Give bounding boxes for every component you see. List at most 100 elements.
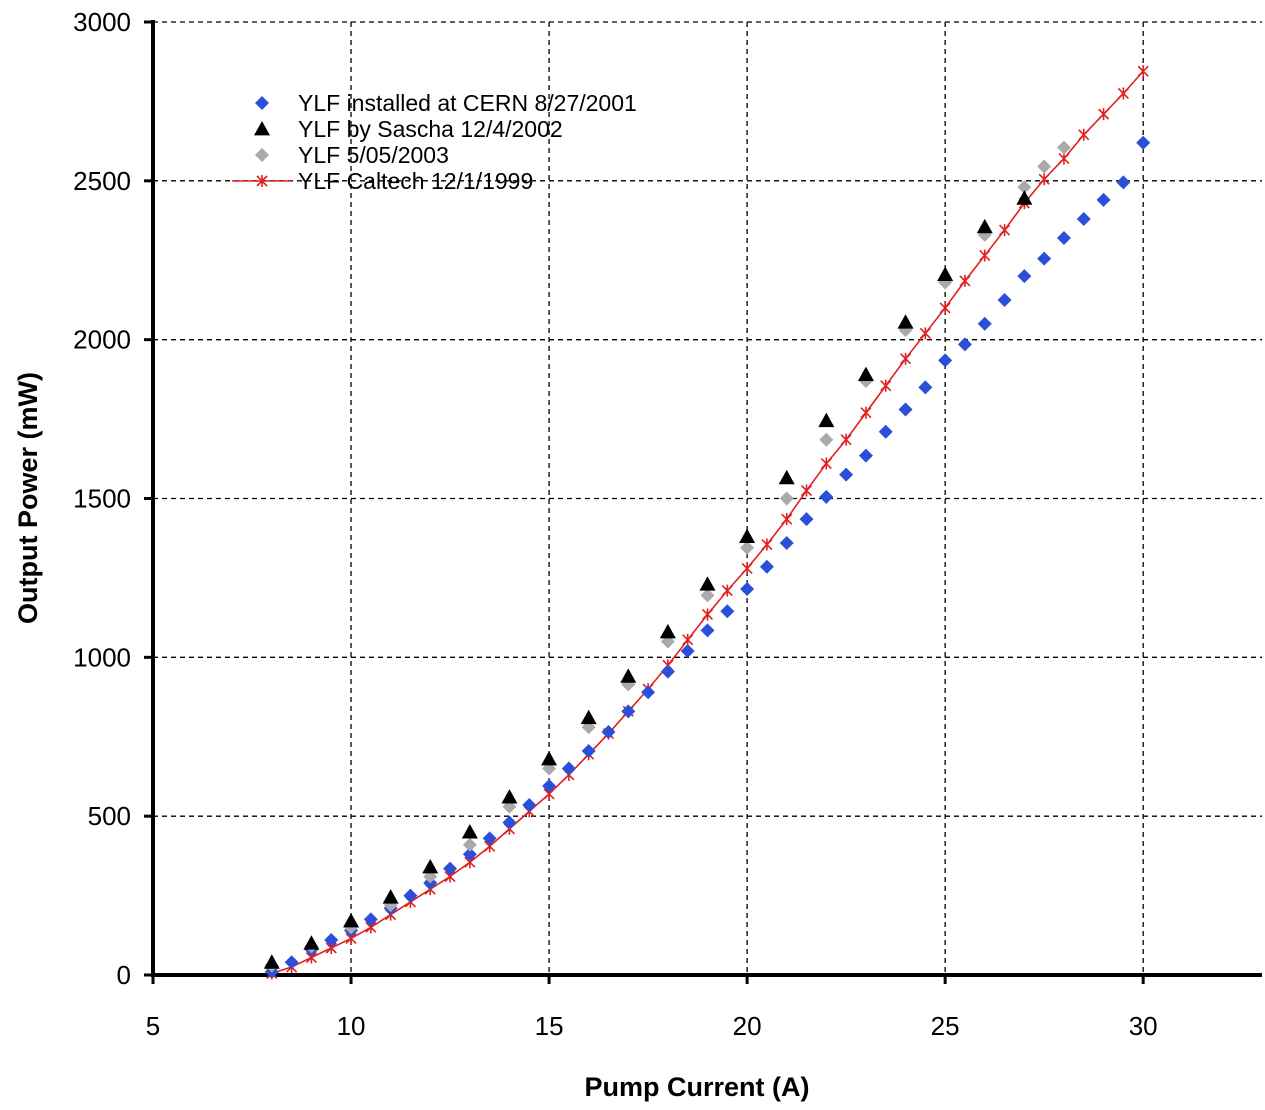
y-tick-label: 0 <box>117 960 131 990</box>
data-point <box>819 432 834 447</box>
data-point <box>739 528 756 544</box>
data-point <box>897 314 914 329</box>
data-point <box>1016 190 1033 205</box>
x-tick-label: 25 <box>931 1011 960 1041</box>
data-point <box>660 664 675 679</box>
data-point <box>740 582 755 597</box>
data-point <box>779 535 794 550</box>
data-point <box>1017 269 1032 284</box>
data-point <box>839 467 854 482</box>
data-point <box>1116 175 1131 190</box>
y-axis-title: Output Power (mW) <box>13 372 43 624</box>
data-point <box>699 576 716 591</box>
data-point <box>957 337 972 352</box>
data-point <box>761 538 773 551</box>
data-point <box>860 406 872 419</box>
data-point <box>482 831 497 846</box>
series-3 <box>264 140 1071 973</box>
legend-marker <box>255 148 269 162</box>
data-point <box>541 750 558 766</box>
data-point <box>880 379 892 392</box>
data-point <box>1056 231 1071 246</box>
data-point <box>284 955 299 970</box>
data-point <box>779 491 794 506</box>
data-point <box>682 633 694 646</box>
data-point <box>840 433 852 446</box>
x-axis-title: Pump Current (A) <box>585 1072 810 1102</box>
data-point <box>382 889 399 904</box>
series-1 <box>264 135 1151 979</box>
data-point <box>620 668 637 683</box>
data-point <box>701 608 714 621</box>
data-point <box>700 588 715 603</box>
data-point <box>522 798 537 813</box>
legend-marker <box>256 175 268 187</box>
y-tick-label: 500 <box>88 801 131 831</box>
y-tick-label: 1000 <box>73 642 131 672</box>
data-point <box>741 562 753 575</box>
x-tick-label: 5 <box>146 1011 160 1041</box>
data-point <box>422 858 439 874</box>
data-point <box>976 218 993 234</box>
data-point <box>800 484 813 497</box>
data-point <box>937 266 954 281</box>
data-point <box>818 412 835 428</box>
data-point <box>1038 173 1050 186</box>
data-point <box>979 249 991 262</box>
legend-item: YLF Caltech 12/1/1999 <box>232 168 533 194</box>
legend-label: YLF installed at CERN 8/27/2001 <box>298 90 637 116</box>
y-tick-label: 2000 <box>73 325 131 355</box>
data-point <box>363 912 378 927</box>
data-point <box>858 448 873 463</box>
data-point <box>621 704 636 719</box>
data-point <box>820 457 832 470</box>
data-point <box>918 380 933 395</box>
axes <box>144 20 1262 984</box>
series-4 <box>266 65 1149 980</box>
data-point <box>799 512 814 527</box>
tick-labels: 5 10 15 20 25 30 0 500 1000 1500 2000 2500 3000 <box>73 7 1157 1041</box>
legend-label: YLF 5/05/2003 <box>298 142 449 168</box>
data-point <box>997 292 1012 307</box>
data-point <box>1096 192 1111 207</box>
data-point <box>303 935 320 950</box>
y-tick-label: 2500 <box>73 166 131 196</box>
legend-label: YLF Caltech 12/1/1999 <box>298 168 533 194</box>
data-point <box>462 837 477 852</box>
data-point <box>938 353 953 368</box>
data-point <box>461 824 478 839</box>
x-tick-label: 30 <box>1129 1011 1158 1041</box>
data-point <box>759 559 774 574</box>
data-point <box>403 888 418 903</box>
data-point <box>501 789 518 804</box>
data-point <box>1058 152 1070 165</box>
legend-marker <box>255 96 269 110</box>
data-point <box>1037 251 1052 266</box>
data-point <box>781 513 793 526</box>
data-point <box>878 424 893 439</box>
data-point <box>1037 159 1052 174</box>
data-point <box>502 815 517 830</box>
grid-lines <box>153 21 1262 975</box>
data-point <box>1017 180 1032 195</box>
legend-item: YLF 5/05/2003 <box>255 142 449 168</box>
legend-label: YLF by Sascha 12/4/2002 <box>298 116 563 142</box>
data-point <box>778 469 795 485</box>
x-tick-label: 15 <box>535 1011 564 1041</box>
data-point <box>1076 211 1091 226</box>
data-point <box>740 540 755 555</box>
data-point <box>680 643 695 658</box>
data-point <box>462 847 477 862</box>
data-point <box>977 316 992 331</box>
legend-item: YLF by Sascha 12/4/2002 <box>254 116 563 142</box>
data-point <box>959 274 971 287</box>
legend-item: YLF installed at CERN 8/27/2001 <box>255 90 637 116</box>
data-point <box>1136 135 1151 150</box>
data-point <box>561 761 576 776</box>
data-point <box>721 584 733 597</box>
data-point <box>324 933 339 948</box>
data-point <box>998 224 1011 237</box>
series-line <box>271 70 1144 975</box>
data-point <box>899 352 912 365</box>
